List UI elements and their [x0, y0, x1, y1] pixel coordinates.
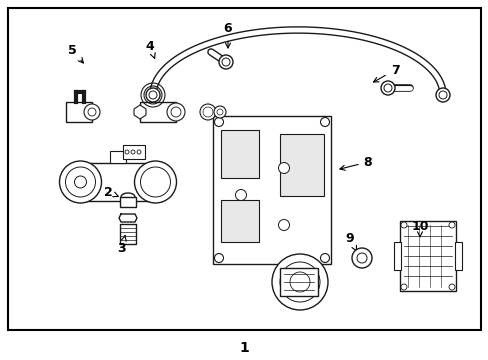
Text: 10: 10: [410, 220, 428, 237]
Circle shape: [400, 284, 406, 290]
Circle shape: [200, 104, 216, 120]
Text: 8: 8: [339, 156, 371, 170]
Circle shape: [203, 107, 213, 117]
Circle shape: [320, 253, 329, 262]
Bar: [221, 200, 259, 242]
Text: 7: 7: [373, 63, 399, 82]
Bar: [399, 221, 455, 291]
Text: 3: 3: [118, 236, 126, 255]
Circle shape: [400, 222, 406, 228]
Polygon shape: [134, 105, 146, 119]
Text: 6: 6: [223, 22, 232, 48]
Circle shape: [383, 84, 391, 92]
Bar: [280, 268, 317, 296]
Circle shape: [435, 88, 449, 102]
Circle shape: [149, 91, 157, 99]
Circle shape: [88, 108, 96, 116]
Circle shape: [278, 220, 289, 230]
Bar: [221, 130, 259, 178]
Bar: [213, 116, 330, 264]
Circle shape: [278, 162, 289, 174]
Circle shape: [214, 117, 223, 126]
Bar: [454, 242, 461, 270]
Bar: [393, 242, 400, 270]
Circle shape: [438, 91, 446, 99]
Bar: [66, 102, 92, 122]
Circle shape: [214, 106, 225, 118]
Circle shape: [271, 254, 327, 310]
Circle shape: [167, 103, 184, 121]
Bar: [140, 102, 176, 122]
Circle shape: [134, 161, 176, 203]
Bar: [120, 224, 136, 244]
Circle shape: [137, 150, 141, 154]
Text: 5: 5: [67, 44, 83, 63]
Bar: [120, 197, 136, 207]
Circle shape: [448, 222, 454, 228]
Circle shape: [448, 284, 454, 290]
Circle shape: [380, 81, 394, 95]
Text: 9: 9: [345, 231, 356, 251]
Circle shape: [320, 117, 329, 126]
Text: 4: 4: [145, 40, 155, 58]
Circle shape: [84, 104, 100, 120]
Circle shape: [140, 167, 170, 197]
Circle shape: [65, 167, 95, 197]
Circle shape: [351, 248, 371, 268]
Circle shape: [146, 88, 160, 102]
Circle shape: [214, 253, 223, 262]
Circle shape: [235, 189, 246, 201]
Circle shape: [74, 176, 86, 188]
Bar: [81, 163, 155, 201]
Circle shape: [289, 272, 309, 292]
Text: 1: 1: [239, 341, 248, 355]
Circle shape: [171, 107, 181, 117]
Circle shape: [222, 58, 229, 66]
Circle shape: [219, 55, 232, 69]
Bar: [110, 151, 126, 163]
Circle shape: [131, 150, 135, 154]
Bar: [123, 145, 145, 159]
Text: 2: 2: [103, 185, 118, 198]
Circle shape: [60, 161, 102, 203]
Bar: [280, 134, 324, 196]
Polygon shape: [119, 214, 137, 222]
Circle shape: [280, 262, 319, 302]
Circle shape: [356, 253, 366, 263]
Circle shape: [217, 109, 223, 115]
Bar: [8, 8, 480, 330]
Circle shape: [125, 150, 129, 154]
